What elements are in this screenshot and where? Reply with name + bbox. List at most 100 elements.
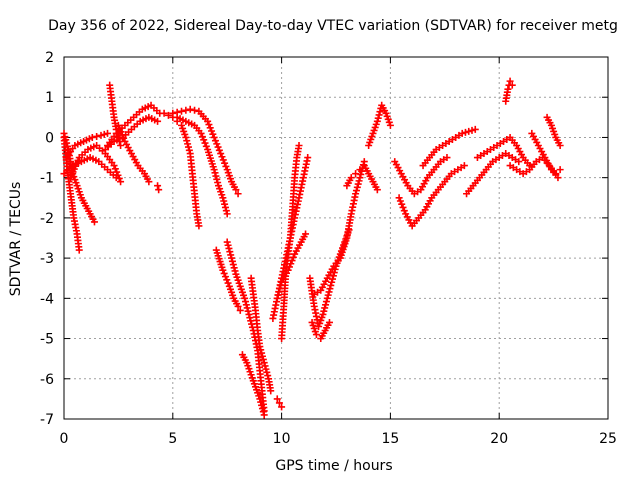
data-point [259, 408, 267, 416]
series-track-j [154, 182, 163, 194]
data-point [113, 168, 121, 176]
data-point [198, 133, 206, 141]
data-point [202, 142, 210, 150]
data-point [352, 170, 360, 178]
data-point [191, 106, 199, 114]
data-point [275, 399, 283, 407]
data-point [200, 136, 208, 144]
data-point [277, 281, 285, 289]
series-track-ae [473, 133, 534, 170]
data-point [114, 171, 122, 179]
data-point [357, 170, 365, 178]
series-track-c [62, 129, 112, 162]
data-point [110, 162, 118, 170]
series-track-g [104, 101, 164, 149]
data-point [104, 129, 112, 137]
data-point [556, 166, 564, 174]
data-point [258, 401, 266, 409]
data-point [197, 129, 205, 137]
data-point [468, 126, 476, 134]
series-track-r [273, 395, 286, 411]
data-point [312, 331, 320, 339]
data-point [118, 131, 126, 139]
data-point [160, 109, 168, 117]
data-point [320, 307, 328, 315]
tick-marks [63, 56, 609, 420]
data-point [295, 141, 303, 149]
x-tick-label: 15 [381, 431, 399, 447]
data-point [145, 178, 153, 186]
data-point [273, 395, 281, 403]
data-point [208, 127, 216, 135]
data-point [259, 355, 267, 363]
data-point [115, 174, 123, 182]
data-point [471, 125, 479, 133]
data-point [114, 121, 122, 129]
data-point [246, 314, 254, 322]
data-point [219, 266, 227, 274]
data-point [204, 117, 212, 125]
data-point [275, 288, 283, 296]
data-point [373, 186, 381, 194]
data-point [185, 146, 193, 154]
x-axis-label: GPS time / hours [275, 458, 392, 474]
data-point [223, 210, 231, 218]
data-point [386, 121, 394, 129]
data-point [278, 403, 286, 411]
data-point [88, 133, 96, 141]
data-point [234, 190, 242, 198]
data-point [209, 130, 217, 138]
series-track-d [60, 154, 120, 182]
data-point [97, 131, 105, 139]
data-point [75, 246, 83, 254]
data-point [258, 349, 266, 357]
x-tick-label: 25 [599, 431, 617, 447]
data-point [221, 159, 229, 167]
y-tick-label: 1 [45, 90, 54, 106]
data-point [164, 111, 172, 119]
y-tick-label: -5 [40, 332, 54, 348]
data-point [195, 222, 203, 230]
data-point [218, 153, 226, 161]
data-point [267, 387, 275, 395]
grid [64, 57, 608, 419]
data-point [111, 165, 119, 173]
data-point [262, 365, 270, 373]
data-point [244, 307, 252, 315]
data-point [230, 264, 238, 272]
x-tick-label: 5 [168, 431, 177, 447]
data-point [211, 137, 219, 145]
data-point [223, 276, 231, 284]
data-point [220, 197, 228, 205]
data-point [117, 178, 125, 186]
series-track-h [101, 113, 162, 154]
data-point [183, 137, 191, 145]
data-point [400, 207, 408, 215]
data-point [263, 368, 271, 376]
data-point [328, 278, 336, 286]
data-point [211, 169, 219, 177]
data-point [169, 109, 177, 117]
data-point [154, 117, 162, 125]
y-tick-label: -3 [40, 251, 54, 267]
data-point [219, 156, 227, 164]
data-point [100, 130, 108, 138]
data-point [515, 158, 523, 166]
data-point [352, 190, 360, 198]
data-point [354, 180, 362, 188]
data-point [210, 166, 218, 174]
y-tick-label: -6 [40, 372, 54, 388]
data-point [201, 139, 209, 147]
data-point [284, 266, 292, 274]
data-point [220, 269, 228, 277]
data-point [329, 275, 337, 283]
data-point [257, 346, 265, 354]
data-point [257, 398, 265, 406]
data-point [325, 318, 333, 326]
data-point [556, 141, 564, 149]
data-point [304, 154, 312, 162]
data-point [376, 108, 384, 116]
series-track-ad [463, 150, 523, 198]
x-tick-label: 0 [60, 431, 69, 447]
data-point [182, 133, 190, 141]
